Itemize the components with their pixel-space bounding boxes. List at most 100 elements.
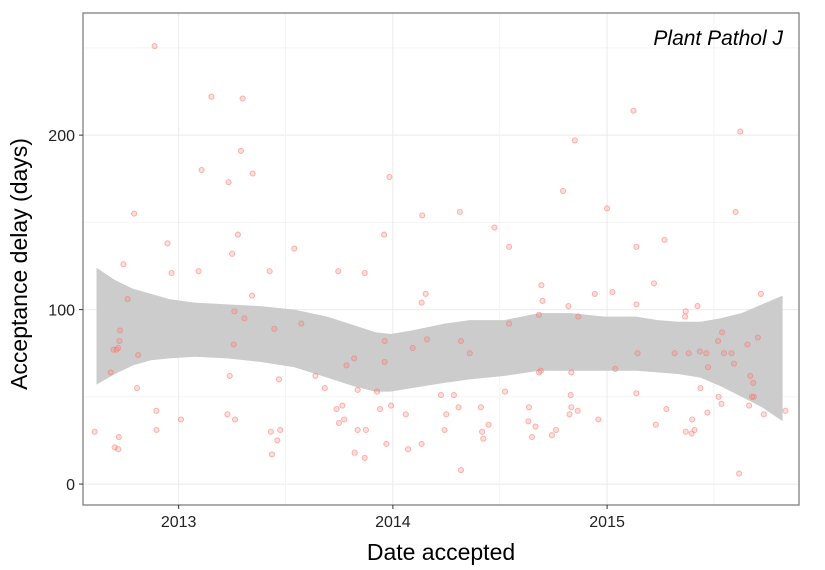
data-point [479,428,486,435]
data-point [604,205,611,212]
data-point [354,386,361,393]
data-point [595,416,602,423]
data-point [423,336,430,343]
data-point [612,365,619,372]
data-point [630,107,637,114]
data-point [224,411,231,418]
data-point [124,296,131,303]
data-point [750,379,757,386]
data-point [231,308,238,315]
data-point [195,268,202,275]
y-axis: 0 100 200 [48,128,83,494]
data-point [466,350,473,357]
data-point [381,358,388,365]
data-point [275,376,283,383]
data-point [354,426,361,434]
data-point [120,261,127,268]
data-point [277,426,284,434]
data-point [728,350,735,357]
data-point [696,348,703,355]
journal-annotation: Plant Pathol J [653,27,783,50]
data-point [409,344,416,352]
data-point [539,297,546,304]
data-point [450,392,457,399]
data-point [538,282,545,289]
data-point [661,236,668,243]
data-point [226,372,233,379]
data-point [491,224,498,231]
data-point [477,404,484,411]
data-point [760,411,767,418]
data-point [736,470,743,477]
data-point [333,405,340,413]
data-point [208,93,215,100]
data-point [335,268,342,275]
data-point [714,337,722,345]
plot-background [83,13,799,505]
data-point [351,449,358,456]
data-point [732,208,739,215]
data-point [418,299,425,306]
data-point [480,435,487,442]
data-point [703,350,710,357]
data-point [266,268,273,275]
data-point [506,243,513,250]
data-point [689,416,696,423]
data-point [248,292,256,299]
data-point [456,208,463,215]
data-point [682,428,689,435]
data-point [168,269,175,277]
data-point [239,95,246,102]
y-tick-label: 0 [66,477,75,494]
data-point [567,392,574,399]
data-point [748,393,756,400]
data-point [237,147,244,154]
data-point [418,440,425,447]
data-point [663,405,670,413]
data-point [268,451,276,458]
data-point [312,372,319,379]
data-point [730,360,737,367]
data-point [634,350,641,357]
data-point [241,315,248,322]
data-point [402,411,409,418]
data-point [267,428,274,435]
data-point [750,393,757,400]
data-point [757,290,764,297]
data-point [548,432,555,439]
data-point [560,187,567,195]
data-point [153,407,160,414]
data-point [422,290,429,297]
data-point [455,404,462,411]
data-point [362,426,369,434]
data-point [133,385,141,392]
data-point [633,390,640,397]
data-point [682,313,689,320]
data-point [568,404,575,411]
data-point [381,231,388,238]
data-point [135,351,142,359]
data-point [715,393,722,400]
data-point [373,388,381,395]
data-point [671,350,678,357]
data-point [591,290,598,297]
data-point [116,337,123,345]
x-tick-label: 2014 [375,514,411,531]
data-point [575,313,582,320]
y-tick-label: 200 [48,128,75,145]
y-tick-label: 100 [48,303,75,320]
data-point [116,327,124,334]
data-point [341,416,348,423]
data-point [537,367,544,374]
data-point [153,426,160,434]
data-point [361,454,368,461]
data-points [91,43,789,477]
data-point [565,303,572,310]
data-point [694,303,701,310]
data-point [485,421,492,428]
data-point [652,421,659,428]
data-point [704,409,711,416]
data-point [386,173,393,181]
data-point [249,170,256,177]
data-point [274,437,281,444]
